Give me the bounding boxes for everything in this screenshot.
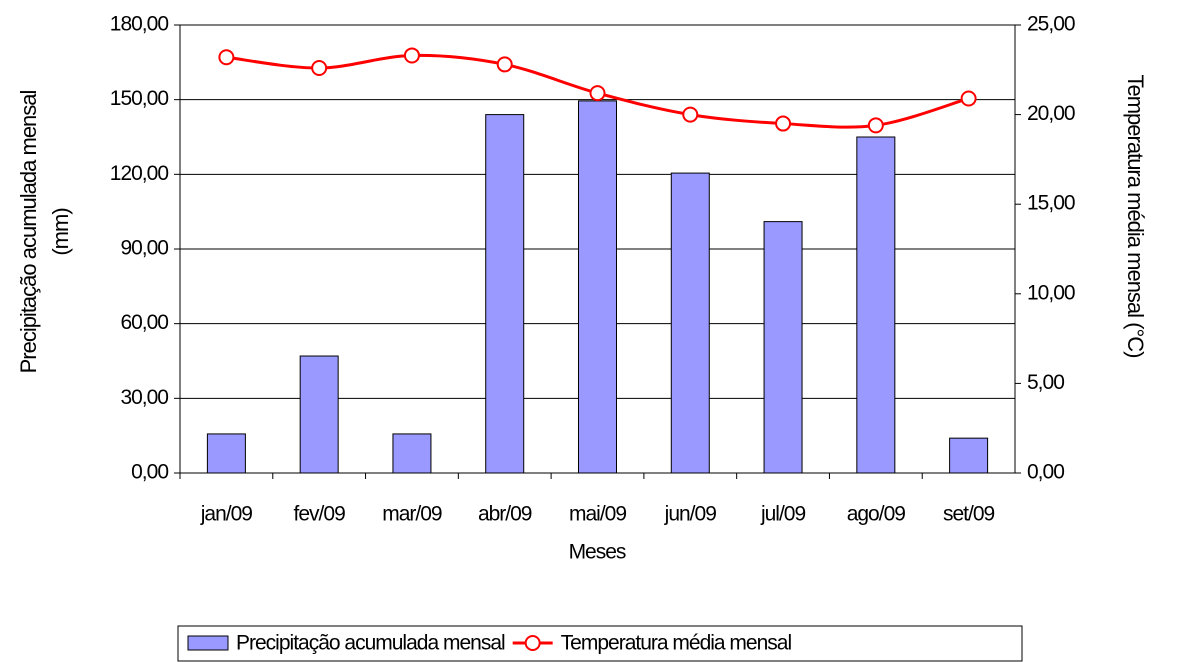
bar bbox=[206, 433, 246, 474]
y-tick-label: 90,00 bbox=[120, 237, 168, 260]
x-tick-label: mar/09 bbox=[382, 503, 442, 526]
line-marker bbox=[682, 106, 699, 123]
y-axis-title: Precipitação acumulada mensal (mm) bbox=[16, 90, 73, 374]
y-tick-label: 150,00 bbox=[110, 87, 169, 110]
x-tick-label: set/09 bbox=[943, 503, 995, 526]
y2-tick-label: 10,00 bbox=[1027, 281, 1075, 304]
bar bbox=[949, 437, 989, 474]
y2-axis-title: Temperatura média mensal (°C) bbox=[1123, 74, 1148, 358]
legend-marker bbox=[524, 635, 541, 651]
bar bbox=[670, 172, 710, 474]
y2-tick-label: 0,00 bbox=[1027, 461, 1064, 484]
y-tick-label: 30,00 bbox=[120, 386, 168, 409]
line-marker bbox=[775, 115, 792, 132]
line-marker bbox=[403, 47, 420, 64]
line-marker bbox=[867, 117, 884, 134]
legend-label: Temperatura média mensal bbox=[561, 632, 792, 655]
y-tick-label: 60,00 bbox=[120, 311, 168, 334]
bar bbox=[299, 355, 339, 474]
line-marker bbox=[960, 90, 977, 107]
bar bbox=[856, 136, 896, 474]
y2-tick-label: 20,00 bbox=[1027, 102, 1075, 125]
line-marker bbox=[589, 85, 606, 102]
bar bbox=[392, 433, 432, 474]
y-tick-label: 120,00 bbox=[110, 162, 169, 185]
line-marker bbox=[496, 56, 513, 73]
legend-label: Precipitação acumulada mensal bbox=[236, 632, 505, 655]
x-tick-label: ago/09 bbox=[847, 503, 906, 526]
bar bbox=[485, 114, 525, 474]
legend-swatch bbox=[187, 635, 229, 651]
x-tick-label: jan/09 bbox=[200, 503, 253, 526]
bar bbox=[578, 100, 617, 474]
y-tick-label: 0,00 bbox=[131, 461, 168, 484]
bar bbox=[763, 221, 803, 474]
x-tick-label: jun/09 bbox=[664, 503, 717, 526]
x-tick-label: fev/09 bbox=[294, 503, 346, 526]
line-marker bbox=[311, 60, 328, 77]
legend-box bbox=[177, 625, 1023, 662]
x-tick-label: mai/09 bbox=[569, 503, 626, 526]
y2-tick-label: 5,00 bbox=[1027, 371, 1064, 394]
y-tick-label: 180,00 bbox=[110, 13, 169, 36]
x-tick-label: abr/09 bbox=[478, 503, 532, 526]
y2-tick-label: 25,00 bbox=[1027, 13, 1075, 36]
x-tick-label: jul/09 bbox=[760, 503, 806, 526]
x-axis-title: Meses bbox=[569, 541, 626, 564]
y2-tick-label: 15,00 bbox=[1027, 192, 1075, 215]
line-marker bbox=[218, 49, 235, 66]
